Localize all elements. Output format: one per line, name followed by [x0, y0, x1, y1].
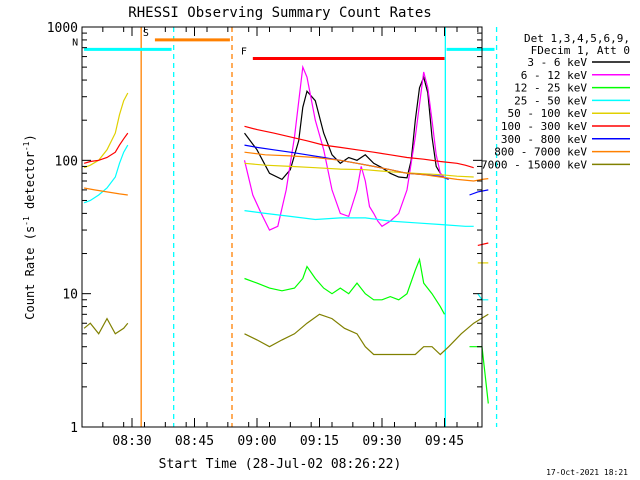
- ylabel-sup2: -1: [22, 141, 31, 151]
- vertical-markers: [140, 27, 498, 427]
- legend-header-2: FDecim 1, Att 0: [531, 44, 630, 57]
- series-line: [244, 257, 446, 315]
- x-tick-label: 09:00: [237, 434, 276, 449]
- x-tick-label: 09:30: [362, 434, 401, 449]
- legend-label: 300 - 800 keV: [501, 133, 587, 146]
- series-line: [244, 151, 489, 182]
- series-line: [244, 125, 474, 169]
- legend-label: 50 - 100 keV: [508, 107, 588, 120]
- x-tick-label: 09:45: [425, 434, 464, 449]
- ylabel-base: Count Rate (s: [23, 226, 37, 320]
- series-line: [469, 189, 489, 196]
- y-tick-label: 10: [62, 288, 78, 303]
- flag-label: F: [241, 47, 247, 58]
- legend-label: 100 - 300 keV: [501, 120, 587, 133]
- series-line: [244, 210, 474, 227]
- axes: 1 10 100 1000 08:30 08:45 09:00 09:15 09:30 09:45: [47, 21, 482, 449]
- x-tick-label: 08:30: [112, 434, 151, 449]
- series-line: [244, 313, 489, 356]
- chart-title: RHESSI Observing Summary Count Rates: [128, 5, 431, 21]
- series-line: [244, 162, 474, 178]
- y-axis-label: Count Rate (s-1 detector-1): [22, 134, 37, 319]
- y-tick-label: 100: [55, 154, 78, 169]
- footer-date: 17-Oct-2021 18:21: [546, 468, 628, 477]
- series-line: [83, 132, 129, 164]
- legend-label: 3 - 6 keV: [527, 56, 587, 69]
- legend-label: 6 - 12 keV: [521, 69, 588, 82]
- series-line: [83, 92, 129, 169]
- flag-label: S: [143, 28, 149, 39]
- flag-bars: S N F: [72, 28, 495, 61]
- plot-frame: [81, 26, 483, 428]
- legend-label: 800 - 7000 keV: [494, 146, 587, 159]
- series-line: [83, 144, 129, 204]
- series-line: [83, 187, 128, 196]
- legend: Det 1,3,4,5,6,9, FDecim 1, Att 0 3 - 6 k…: [481, 32, 630, 171]
- series-line: [243, 64, 445, 231]
- legend-header-1: Det 1,3,4,5,6,9,: [524, 32, 630, 45]
- ylabel-sup1: -1: [22, 216, 31, 226]
- series-line: [244, 75, 445, 181]
- ylabel-mid: detector: [23, 151, 37, 216]
- y-tick-label: 1: [70, 421, 78, 436]
- y-axis-label-text: Count Rate (s-1 detector-1): [22, 134, 37, 319]
- series-line: [477, 242, 489, 246]
- flag-label: N: [72, 37, 78, 48]
- legend-label: 12 - 25 keV: [514, 82, 587, 95]
- legend-label: 25 - 50 keV: [514, 94, 587, 107]
- series-line: [83, 317, 129, 335]
- series-group: [83, 64, 489, 404]
- legend-label: 7000 - 15000 keV: [481, 158, 587, 171]
- x-tick-label: 09:15: [300, 434, 339, 449]
- x-tick-label: 08:45: [175, 434, 214, 449]
- ylabel-end: ): [23, 134, 37, 141]
- x-axis-label: Start Time (28-Jul-02 08:26:22): [159, 457, 402, 472]
- y-tick-label: 1000: [47, 21, 78, 36]
